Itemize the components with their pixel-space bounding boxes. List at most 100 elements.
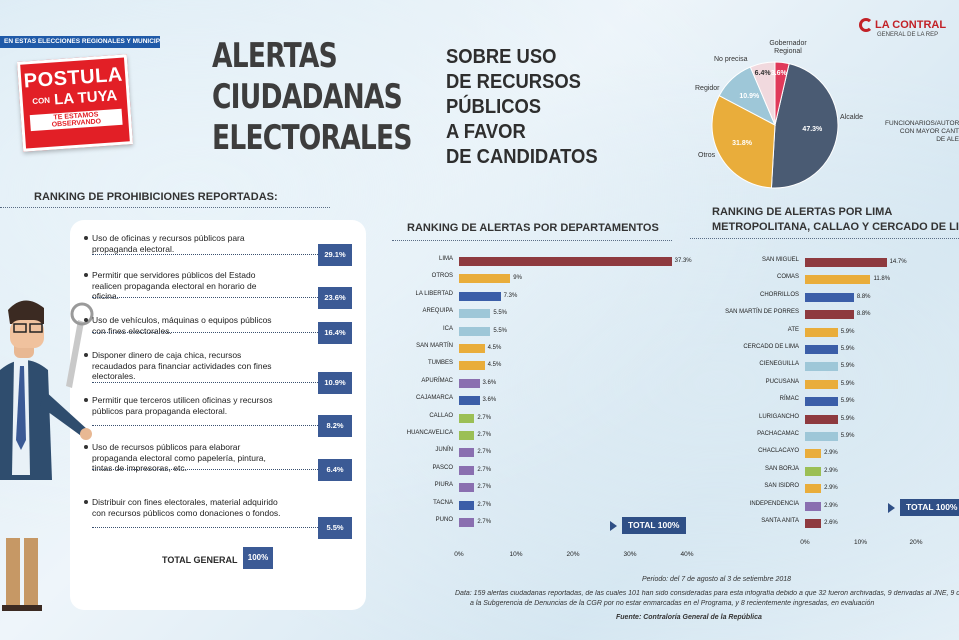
org-swirl-icon xyxy=(859,18,873,32)
value-label: 14.7% xyxy=(889,259,907,265)
lima-chart-title-1: RANKING DE ALERTAS POR LIMA xyxy=(712,206,893,218)
category-label: AREQUIPA xyxy=(422,308,453,315)
leader-line xyxy=(92,425,322,426)
value-label: 9% xyxy=(513,275,522,282)
leader-line xyxy=(92,382,322,383)
total-general-value: 100% xyxy=(243,547,273,569)
role-pie-chart xyxy=(711,61,839,189)
bullet-icon xyxy=(84,236,88,240)
pie-category-label: Regidor xyxy=(695,85,720,92)
leader-line xyxy=(92,254,322,255)
bar xyxy=(805,484,822,494)
bar xyxy=(459,500,475,510)
bullet-icon xyxy=(84,500,88,504)
prohibition-text: Permitir que servidores públicos del Est… xyxy=(92,270,257,301)
x-tick-label: 0% xyxy=(800,539,810,546)
category-label: SAN ISIDRO xyxy=(764,483,799,490)
value-label: 3.6% xyxy=(482,379,497,386)
data-note-2: a la Subgerencia de Denuncias de la CGR … xyxy=(470,600,875,607)
value-label: 2.7% xyxy=(477,484,492,491)
bar xyxy=(805,275,871,285)
bar xyxy=(805,345,838,354)
pie-slice xyxy=(711,95,776,189)
bar xyxy=(805,432,838,441)
value-label: 37.3% xyxy=(674,258,692,264)
value-label: 2.7% xyxy=(477,449,492,456)
bar xyxy=(459,378,480,388)
bullet-icon xyxy=(84,318,88,322)
bar xyxy=(459,361,485,371)
title-line-3: ELECTORALES xyxy=(212,118,412,158)
category-label: SAN BORJA xyxy=(764,465,799,472)
prohibition-text: Distribuir con fines electorales, materi… xyxy=(92,497,281,518)
person-illustration xyxy=(0,300,94,611)
value-label: 7.3% xyxy=(503,292,518,299)
pie-side-note-1: FUNCIONARIOS/AUTORID xyxy=(885,120,959,127)
prohibition-text: Uso de recursos públicos para elaborar p… xyxy=(92,442,266,473)
value-label: 4.5% xyxy=(487,345,502,351)
arrow-icon xyxy=(888,503,895,513)
category-label: PUCUSANA xyxy=(765,378,799,385)
bar xyxy=(805,310,854,320)
campaign-logo: POSTULA CON LA TUYA TE ESTAMOS OBSERVAND… xyxy=(16,54,134,152)
category-label: HUANCAVELICA xyxy=(406,430,453,436)
prohibition-item: Permitir que servidores públicos del Est… xyxy=(84,270,362,302)
category-label: OTROS xyxy=(431,273,453,280)
prohibitions-title: RANKING DE PROHIBICIONES REPORTADAS: xyxy=(34,191,278,203)
subtitle-line-2: DE RECURSOS xyxy=(446,71,581,93)
x-tick-label: 20% xyxy=(909,539,923,546)
category-label: PASCO xyxy=(432,464,453,471)
category-label: CHORRILLOS xyxy=(759,291,799,298)
data-note-1: Data: 159 alertas ciudadanas reportadas,… xyxy=(455,590,959,597)
prohibition-text: Disponer dinero de caja chica, recursos … xyxy=(92,350,272,381)
category-label: CIENEGUILLA xyxy=(759,361,799,368)
value-label: 2.9% xyxy=(824,467,838,474)
bar xyxy=(459,518,475,527)
category-label: TACNA xyxy=(433,499,453,506)
bar xyxy=(805,466,822,476)
bar xyxy=(459,309,491,319)
total-tag: TOTAL 100% xyxy=(622,517,686,534)
bullet-icon xyxy=(84,353,88,357)
prohibition-item: Uso de vehículos, máquinas o equipos púb… xyxy=(84,315,362,336)
value-label: 2.7% xyxy=(477,414,492,421)
prohibition-item: Permitir que terceros utilicen oficinas … xyxy=(84,395,362,426)
category-label: TUMBES xyxy=(427,360,453,367)
x-tick-label: 20% xyxy=(566,551,580,558)
lima-chart-title-rule xyxy=(690,238,959,239)
pie-value-label: 10.9% xyxy=(739,93,760,101)
category-label: PACHACAMAC xyxy=(757,431,799,437)
org-subname: GENERAL DE LA REP xyxy=(877,32,939,38)
prohibition-text: Uso de oficinas y recursos públicos para… xyxy=(92,233,245,254)
subtitle-line-1: SOBRE USO xyxy=(446,46,557,68)
value-label: 3.6% xyxy=(482,397,497,404)
bar xyxy=(459,483,475,493)
category-label: PUNO xyxy=(435,517,453,523)
bar xyxy=(459,448,475,458)
pie-value-label: 6.4% xyxy=(754,70,771,78)
value-label: 5.9% xyxy=(840,415,855,422)
prohibition-pct: 23.6% xyxy=(318,287,352,309)
category-label: LIMA xyxy=(438,256,453,262)
bar xyxy=(805,519,822,528)
bar xyxy=(805,292,854,302)
prohibition-text: Uso de vehículos, máquinas o equipos púb… xyxy=(92,315,272,336)
prohibition-pct: 5.5% xyxy=(318,517,352,539)
category-label: JUNÍN xyxy=(435,447,453,454)
bullet-icon xyxy=(84,445,88,449)
bar xyxy=(459,274,511,284)
value-label: 2.7% xyxy=(477,432,492,438)
value-label: 4.5% xyxy=(487,362,502,369)
total-general-label: TOTAL GENERAL xyxy=(162,555,238,565)
org-logo: LA CONTRAL GENERAL DE LA REP xyxy=(859,18,959,40)
category-label: SAN MIGUEL xyxy=(761,257,799,263)
bar xyxy=(805,414,838,424)
leader-line xyxy=(92,297,322,298)
bar xyxy=(459,431,475,440)
page-subtitle: SOBRE USO DE RECURSOS PÚBLICOS A FAVOR D… xyxy=(446,45,598,170)
prohibitions-title-rule xyxy=(0,207,330,208)
dept-chart-title-rule xyxy=(392,240,672,241)
prohibition-item: Uso de recursos públicos para elaborar p… xyxy=(84,442,362,474)
bar xyxy=(805,397,838,407)
pie-category-label: Alcalde xyxy=(840,114,863,121)
